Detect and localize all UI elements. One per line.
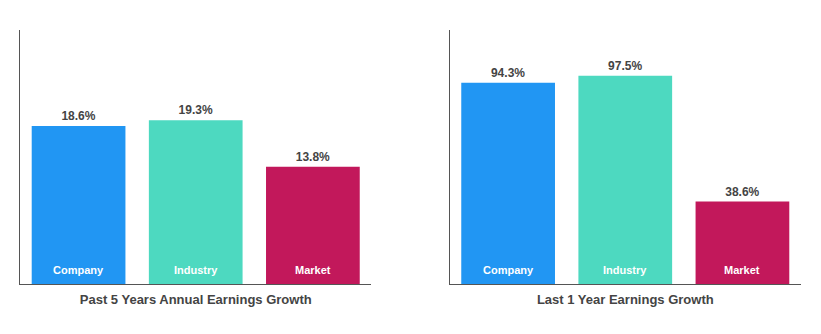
svg-text:19.3%: 19.3% — [179, 103, 213, 117]
svg-text:Industry: Industry — [603, 264, 647, 276]
svg-text:38.6%: 38.6% — [725, 185, 759, 199]
svg-text:Market: Market — [295, 264, 331, 276]
svg-text:Market: Market — [724, 264, 760, 276]
svg-text:Company: Company — [53, 264, 104, 276]
svg-text:Industry: Industry — [174, 264, 218, 276]
svg-text:Company: Company — [483, 264, 534, 276]
svg-text:Last 1 Year Earnings Growth: Last 1 Year Earnings Growth — [537, 292, 714, 307]
svg-text:97.5%: 97.5% — [608, 59, 642, 73]
svg-text:Past 5 Years Annual Earnings G: Past 5 Years Annual Earnings Growth — [80, 292, 312, 307]
svg-text:13.8%: 13.8% — [296, 150, 330, 164]
svg-text:18.6%: 18.6% — [61, 109, 95, 123]
svg-text:94.3%: 94.3% — [491, 66, 525, 80]
